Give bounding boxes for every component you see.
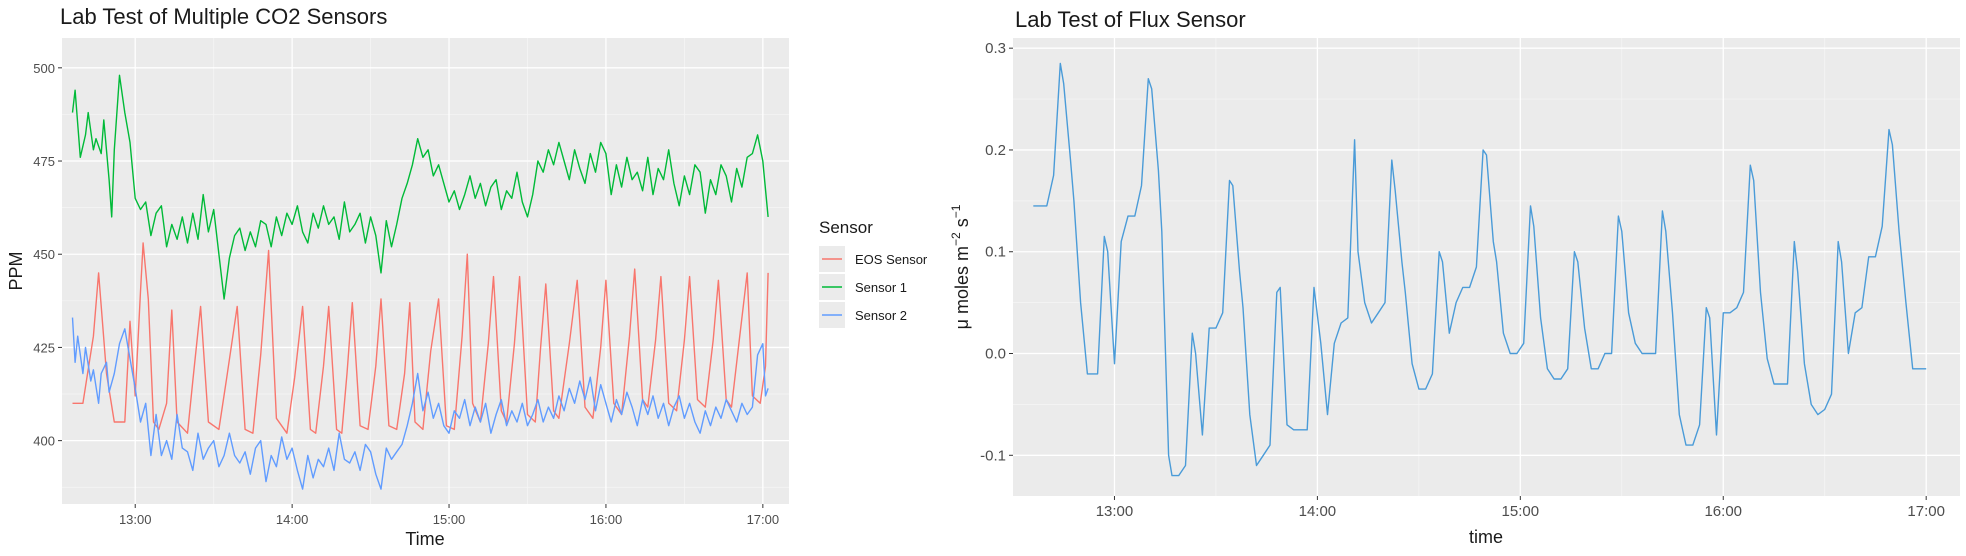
- x-axis-title: Time: [405, 529, 444, 549]
- y-axis-ticks: 400 425 450 475 500: [33, 61, 62, 449]
- x-tick-label: 14:00: [1299, 503, 1337, 520]
- y-axis-title-base: μ moles m: [952, 246, 972, 329]
- x-axis-ticks: 13:00 14:00 15:00 16:00 17:00: [1096, 496, 1945, 520]
- x-axis-ticks: 13:00 14:00 15:00 16:00 17:00: [119, 504, 779, 527]
- legend-title: Sensor: [819, 218, 873, 237]
- chart-title: Lab Test of Multiple CO2 Sensors: [60, 4, 387, 29]
- y-tick-label: 500: [33, 61, 55, 76]
- x-tick-label: 16:00: [590, 512, 623, 527]
- y-tick-label: 425: [33, 340, 55, 355]
- y-tick-label: 0.1: [985, 244, 1006, 261]
- x-tick-label: 15:00: [1502, 503, 1540, 520]
- series-line-0: [72, 242, 769, 434]
- grid-major: [62, 38, 789, 504]
- grid-minor: [1013, 38, 1960, 496]
- y-tick-label: 400: [33, 434, 55, 449]
- legend-label: Sensor 2: [855, 308, 907, 323]
- series-line-2: [71, 317, 769, 490]
- y-tick-label: 0.3: [985, 40, 1006, 57]
- y-axis-title: μ moles m−2 s−1: [949, 204, 972, 329]
- y-tick-label: -0.1: [980, 447, 1006, 464]
- chart-title: Lab Test of Flux Sensor: [1015, 7, 1246, 32]
- x-tick-label: 17:00: [747, 512, 780, 527]
- plot-panel: [62, 38, 789, 504]
- series-line-1: [71, 74, 769, 300]
- y-axis-title-mid: s: [952, 218, 972, 232]
- grid-major: [1013, 38, 1960, 496]
- series-lines: [1033, 62, 1927, 477]
- y-axis-title-sup2: −1: [949, 204, 963, 218]
- series-lines: [71, 74, 769, 490]
- series-line-0: [1033, 62, 1927, 477]
- y-tick-label: 450: [33, 247, 55, 262]
- co2-sensors-chart: Lab Test of Multiple CO2 Sensors 4004254…: [6, 4, 928, 549]
- y-tick-label: 475: [33, 154, 55, 169]
- legend-label: EOS Sensor: [855, 252, 928, 267]
- x-tick-label: 13:00: [119, 512, 152, 527]
- x-tick-label: 17:00: [1907, 503, 1945, 520]
- y-tick-label: 0.2: [985, 142, 1006, 159]
- grid-minor: [62, 38, 789, 504]
- x-tick-label: 16:00: [1704, 503, 1742, 520]
- x-tick-label: 13:00: [1096, 503, 1134, 520]
- x-tick-label: 14:00: [276, 512, 309, 527]
- flux-sensor-chart: Lab Test of Flux Sensor -0.1 0.0 0.1 0.2 0.3…: [949, 7, 1960, 547]
- y-axis-title: PPM: [6, 251, 26, 290]
- plot-panel: [1013, 38, 1960, 496]
- y-axis-ticks: -0.1 0.0 0.1 0.2 0.3: [980, 40, 1013, 464]
- legend-items: EOS Sensor Sensor 1 Sensor 2: [819, 246, 928, 328]
- legend: Sensor EOS Sensor Sensor 1 Sensor 2: [819, 218, 928, 328]
- x-axis-title: time: [1469, 527, 1503, 547]
- legend-label: Sensor 1: [855, 280, 907, 295]
- y-tick-label: 0.0: [985, 346, 1006, 363]
- x-tick-label: 15:00: [433, 512, 466, 527]
- y-axis-title-sup1: −2: [949, 232, 963, 246]
